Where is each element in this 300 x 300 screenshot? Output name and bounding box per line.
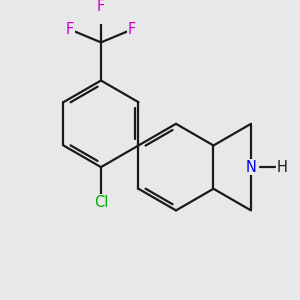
Text: N: N [245,160,256,175]
Text: F: F [128,22,136,37]
Text: H: H [277,160,288,175]
Text: F: F [97,0,105,14]
Text: F: F [66,22,74,37]
Text: Cl: Cl [94,195,108,210]
